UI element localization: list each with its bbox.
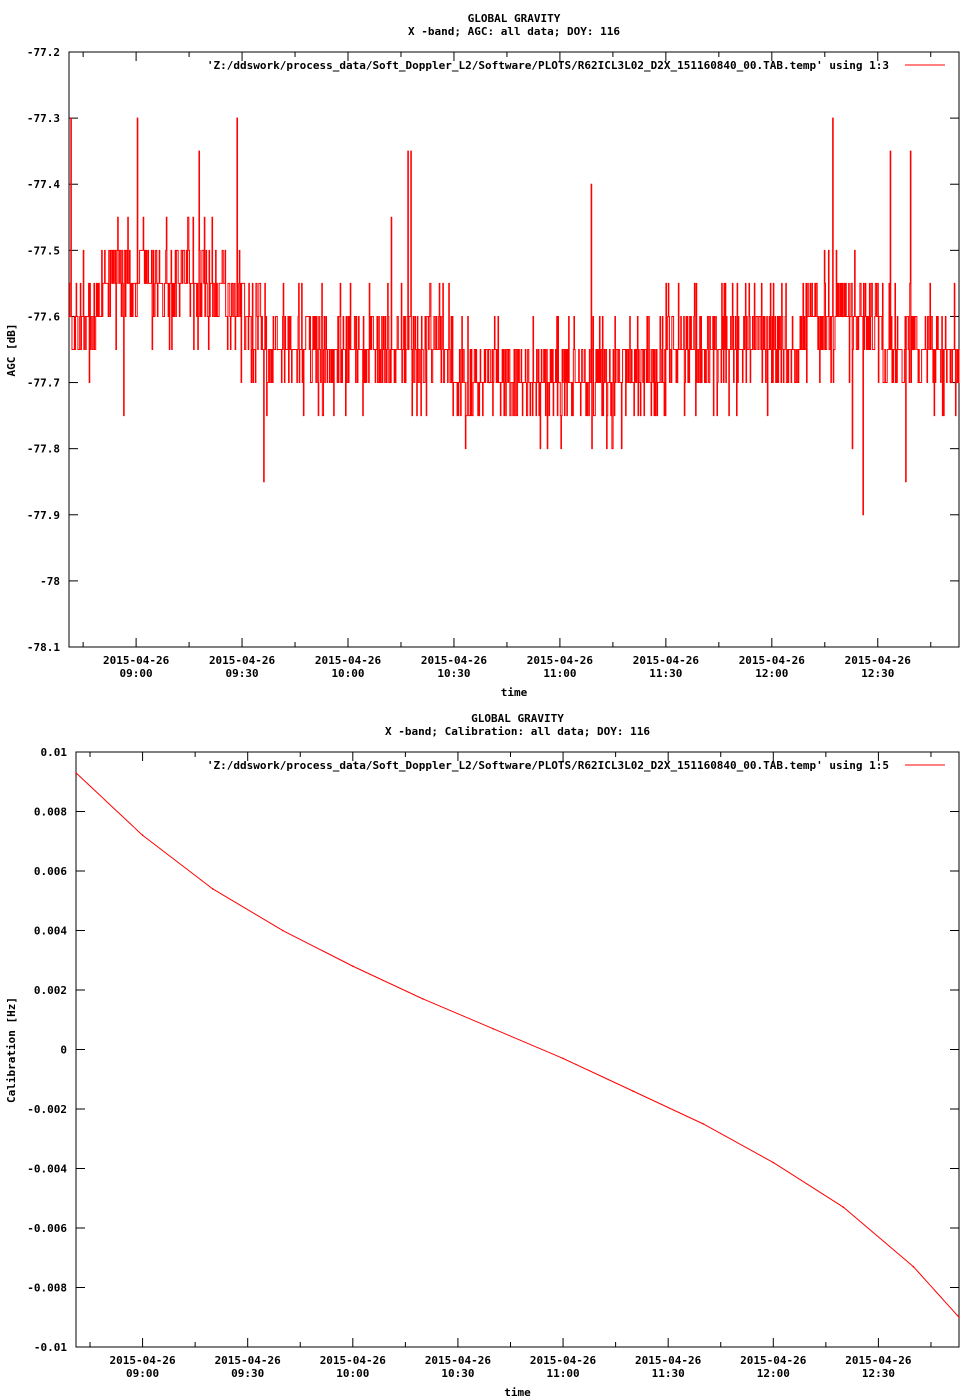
y-tick-label: 0.002 xyxy=(34,984,67,997)
x-tick-date-label: 2015-04-26 xyxy=(421,654,488,667)
y-tick-label: 0 xyxy=(60,1044,67,1057)
x-tick-date-label: 2015-04-26 xyxy=(739,654,806,667)
x-tick-time-label: 12:30 xyxy=(861,667,894,680)
data-point xyxy=(422,998,424,1000)
y-tick-label: -77.6 xyxy=(27,310,60,323)
data-point xyxy=(141,834,144,837)
data-point xyxy=(772,1161,775,1164)
x-axis-label: time xyxy=(504,1386,531,1399)
x-tick-date-label: 2015-04-26 xyxy=(109,1354,176,1367)
x-tick-time-label: 12:00 xyxy=(757,1367,790,1380)
data-point xyxy=(347,348,349,351)
data-point xyxy=(135,282,137,285)
x-tick-date-label: 2015-04-26 xyxy=(740,1354,807,1367)
x-tick-date-label: 2015-04-26 xyxy=(209,654,276,667)
y-tick-label: -0.004 xyxy=(27,1163,67,1176)
data-point xyxy=(958,348,960,351)
data-point xyxy=(629,381,632,384)
x-tick-time-label: 11:00 xyxy=(543,667,576,680)
x-tick-date-label: 2015-04-26 xyxy=(845,1354,912,1367)
x-tick-date-label: 2015-04-26 xyxy=(315,654,382,667)
x-tick-time-label: 12:30 xyxy=(862,1367,895,1380)
plot-frame xyxy=(75,751,960,1348)
data-point xyxy=(700,348,702,351)
chart-title: GLOBAL GRAVITY xyxy=(471,712,564,725)
y-tick-label: -0.01 xyxy=(34,1341,67,1354)
y-tick-label: -0.008 xyxy=(27,1282,67,1295)
data-point xyxy=(281,929,284,932)
x-tick-time-label: 10:00 xyxy=(336,1367,369,1380)
y-tick-label: 0.01 xyxy=(41,746,68,759)
data-point xyxy=(352,965,354,967)
y-tick-label: -77.9 xyxy=(27,509,60,522)
x-tick-date-label: 2015-04-26 xyxy=(425,1354,492,1367)
data-point xyxy=(205,282,208,285)
x-tick-time-label: 10:00 xyxy=(331,667,364,680)
x-tick-time-label: 11:30 xyxy=(649,667,682,680)
x-tick-time-label: 11:00 xyxy=(546,1367,579,1380)
y-tick-label: -77.8 xyxy=(27,443,60,456)
data-point xyxy=(68,315,70,318)
series-line xyxy=(75,772,960,1318)
x-tick-time-label: 09:30 xyxy=(231,1367,264,1380)
data-point xyxy=(841,315,844,318)
y-tick-label: -77.7 xyxy=(27,377,60,390)
chart-title: GLOBAL GRAVITY xyxy=(468,12,561,25)
x-tick-date-label: 2015-04-26 xyxy=(527,654,594,667)
y-tick-label: -0.006 xyxy=(27,1222,67,1235)
y-tick-label: -0.002 xyxy=(27,1103,67,1116)
x-tick-date-label: 2015-04-26 xyxy=(845,654,912,667)
y-tick-label: 0.004 xyxy=(34,925,67,938)
y-tick-label: -78.1 xyxy=(27,641,60,654)
y-axis-label: Calibration [Hz] xyxy=(5,997,18,1103)
x-tick-date-label: 2015-04-26 xyxy=(215,1354,282,1367)
x-tick-date-label: 2015-04-26 xyxy=(320,1354,387,1367)
y-tick-label: -77.3 xyxy=(27,112,60,125)
y-tick-label: -77.4 xyxy=(27,178,60,191)
data-point xyxy=(632,1090,634,1092)
x-tick-date-label: 2015-04-26 xyxy=(530,1354,597,1367)
series-line xyxy=(69,117,960,516)
data-point xyxy=(912,1265,915,1268)
data-point xyxy=(492,1027,494,1030)
x-tick-time-label: 10:30 xyxy=(437,667,470,680)
legend-label: 'Z:/ddswork/process_data/Soft_Doppler_L2… xyxy=(207,59,889,72)
data-point xyxy=(702,1123,705,1125)
x-tick-time-label: 09:00 xyxy=(120,667,153,680)
x-tick-date-label: 2015-04-26 xyxy=(635,1354,702,1367)
data-point xyxy=(771,348,773,351)
legend-label: 'Z:/ddswork/process_data/Soft_Doppler_L2… xyxy=(207,759,889,772)
data-point xyxy=(562,1057,564,1060)
y-tick-label: 0.006 xyxy=(34,865,67,878)
y-tick-label: -77.2 xyxy=(27,46,60,59)
x-tick-time-label: 11:30 xyxy=(652,1367,685,1380)
data-point xyxy=(75,772,77,774)
x-tick-time-label: 09:00 xyxy=(126,1367,159,1380)
x-tick-time-label: 12:00 xyxy=(755,667,788,680)
data-point xyxy=(211,888,214,890)
data-point xyxy=(276,348,279,351)
data-point xyxy=(488,381,491,384)
x-tick-time-label: 09:30 xyxy=(225,667,258,680)
data-point xyxy=(417,348,420,351)
x-axis-label: time xyxy=(501,686,528,699)
y-tick-label: -77.5 xyxy=(27,244,60,257)
data-point xyxy=(958,1316,960,1319)
x-tick-date-label: 2015-04-26 xyxy=(633,654,700,667)
y-tick-label: -78 xyxy=(40,575,60,588)
chart-subtitle: X -band; AGC: all data; DOY: 116 xyxy=(408,25,620,38)
x-tick-date-label: 2015-04-26 xyxy=(103,654,170,667)
y-tick-label: 0.008 xyxy=(34,806,67,819)
chart-subtitle: X -band; Calibration: all data; DOY: 116 xyxy=(385,725,650,738)
y-axis-label: AGC [dB] xyxy=(5,324,18,377)
x-tick-time-label: 10:30 xyxy=(441,1367,474,1380)
data-point xyxy=(559,381,561,384)
data-point xyxy=(912,348,914,351)
data-point xyxy=(842,1206,845,1208)
